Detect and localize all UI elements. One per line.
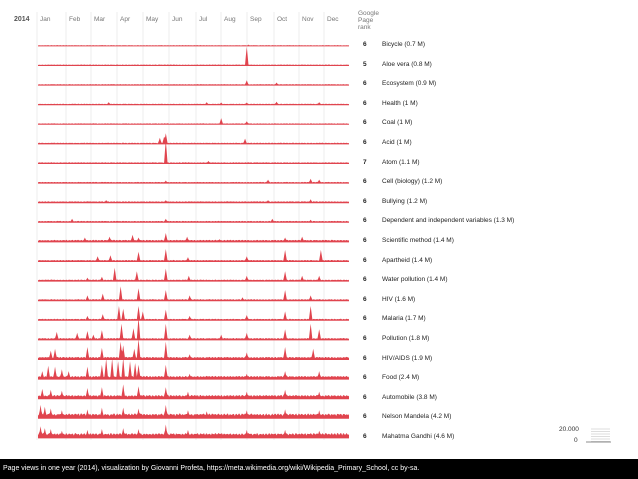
series-label: Atom (1.1 M) — [382, 158, 420, 166]
page-rank-value: 6 — [363, 315, 367, 323]
series-area — [38, 384, 349, 399]
series-label: Acid (1 M) — [382, 139, 412, 146]
series-area — [38, 101, 349, 105]
rank-header-line-2: Page — [358, 17, 374, 24]
month-label: Sep — [250, 16, 262, 23]
series-area — [38, 46, 349, 66]
series-label: Ecosystem (0.9 M) — [382, 80, 437, 88]
series-label: Dependent and independent variables (1.3… — [382, 217, 515, 225]
month-label: May — [146, 16, 159, 23]
page-rank-value: 6 — [363, 433, 367, 440]
scale-min-label: 0 — [574, 437, 578, 444]
page-rank-value: 6 — [363, 41, 367, 48]
page-rank-value: 6 — [363, 354, 367, 362]
page-rank-value: 6 — [363, 197, 367, 205]
month-label: Feb — [69, 16, 81, 23]
page-rank-value: 6 — [363, 256, 367, 264]
page-rank-value: 6 — [363, 237, 367, 244]
month-label: Aug — [224, 16, 236, 23]
series-area — [38, 178, 349, 184]
month-label: Apr — [120, 16, 131, 23]
series-label: Bicycle (0.7 M) — [382, 41, 425, 48]
series-area — [38, 306, 349, 321]
rank-header: Google Page rank — [358, 10, 379, 31]
series-label: Aloe vera (0.8 M) — [382, 60, 432, 68]
rank-header-line-1: Google — [358, 10, 379, 17]
page-rank-value: 5 — [363, 60, 367, 68]
series-label: Pollution (1.8 M) — [382, 335, 430, 342]
series-label: Bullying (1.2 M) — [382, 197, 428, 205]
rank-header-line-3: rank — [358, 24, 371, 31]
series-label: HIV/AIDS (1.9 M) — [382, 354, 433, 362]
page-rank-value: 6 — [363, 178, 367, 186]
series-area — [38, 199, 349, 203]
series-label: Water pollution (1.4 M) — [382, 276, 448, 284]
caption-text: Page views in one year (2014), visualiza… — [3, 465, 420, 472]
series-label: Nelson Mandela (4.2 M) — [382, 413, 452, 421]
month-label: Jul — [199, 16, 208, 23]
page-rank-value: 6 — [363, 119, 367, 127]
scale-max-label: 20.000 — [559, 426, 579, 433]
series-label: Automobile (3.8 M) — [382, 393, 437, 401]
series-area — [38, 249, 349, 262]
series-area — [38, 317, 349, 340]
page-rank-value: 6 — [363, 217, 367, 225]
page-rank-value: 6 — [363, 80, 367, 88]
series-area — [38, 80, 349, 86]
page-rank-value: 6 — [363, 139, 367, 146]
month-label: Dec — [327, 16, 339, 23]
month-label: Mar — [94, 16, 106, 23]
series-label: Mahatma Gandhi (4.6 M) — [382, 433, 455, 440]
page-rank-value: 6 — [363, 295, 367, 303]
series-area — [38, 424, 349, 438]
series-label: HIV (1.6 M) — [382, 295, 416, 303]
year-label: 2014 — [14, 16, 30, 23]
series-area — [38, 338, 349, 360]
series-label: Cell (biology) (1.2 M) — [382, 178, 443, 186]
series-area — [38, 133, 349, 144]
caption-bar — [0, 459, 638, 479]
series-area — [38, 118, 349, 125]
month-label: Jan — [40, 16, 51, 23]
series-area — [38, 404, 349, 419]
month-label: Nov — [302, 16, 314, 23]
page-rank-value: 6 — [363, 374, 367, 382]
series-area — [38, 233, 349, 242]
series-label: Apartheid (1.4 M) — [382, 256, 433, 264]
page-rank-value: 6 — [363, 413, 367, 421]
page-rank-value: 6 — [363, 335, 367, 342]
series-label: Health (1 M) — [382, 99, 418, 107]
month-label: Jun — [172, 16, 183, 23]
series-label: Food (2.4 M) — [382, 374, 420, 382]
series-area — [38, 218, 349, 223]
page-rank-value: 6 — [363, 276, 367, 284]
page-rank-value: 6 — [363, 393, 367, 401]
series-label: Scientific method (1.4 M) — [382, 237, 454, 244]
page-rank-value: 7 — [363, 158, 367, 166]
month-label: Oct — [277, 16, 288, 23]
series-area — [38, 286, 349, 301]
series-area — [38, 357, 349, 380]
page-rank-value: 6 — [363, 99, 367, 107]
series-area — [38, 267, 349, 282]
series-area — [38, 44, 349, 46]
series-label: Coal (1 M) — [382, 119, 413, 127]
series-label: Malaria (1.7 M) — [382, 315, 426, 323]
